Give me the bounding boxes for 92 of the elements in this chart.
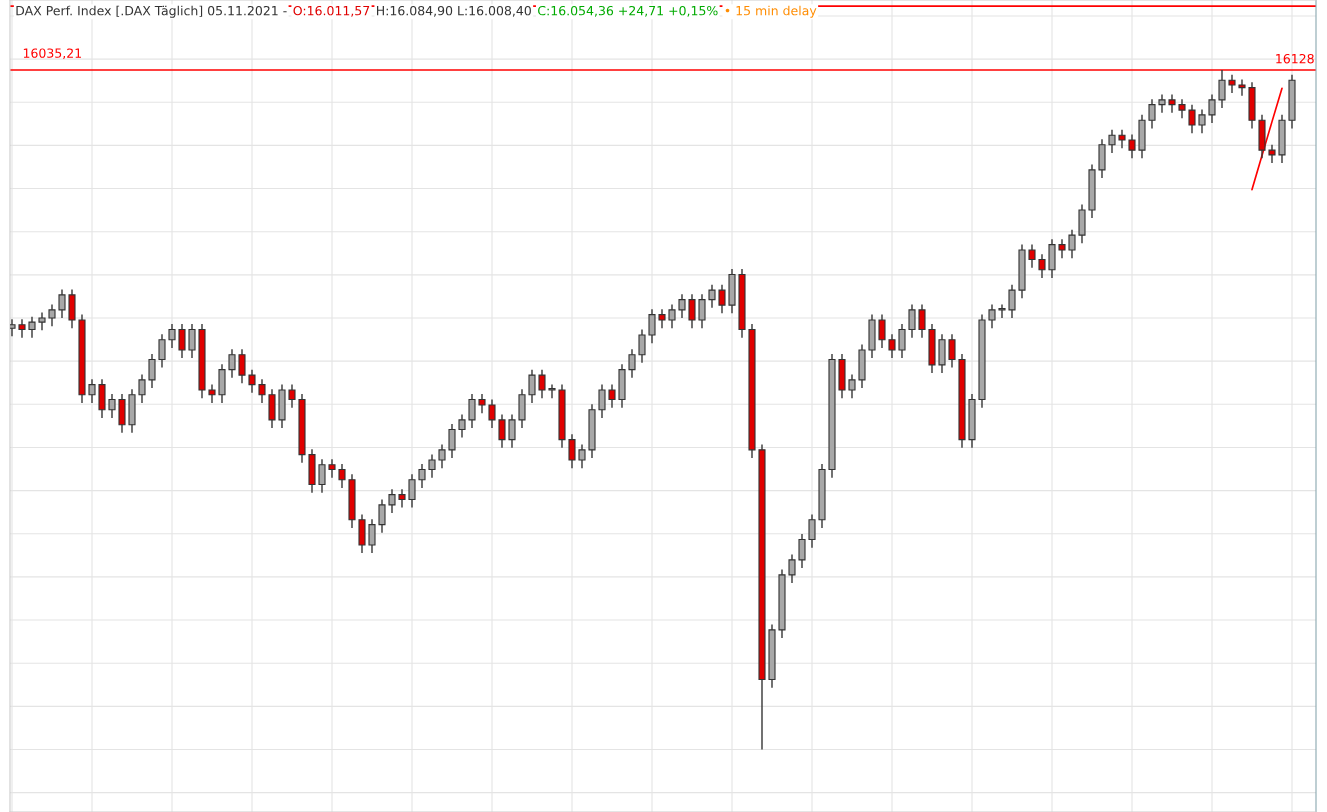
candlestick	[458, 413, 466, 439]
candlestick	[158, 333, 166, 369]
candlestick	[528, 368, 536, 404]
candlestick	[258, 378, 266, 404]
candlestick	[418, 463, 426, 489]
candlestick	[248, 368, 256, 394]
candlestick	[538, 368, 546, 399]
chart-title: DAX Perf. Index [.DAX Täglich] 05.11.2021 -	[16, 5, 287, 18]
candlestick	[848, 373, 856, 399]
candlestick	[1058, 238, 1066, 259]
candlestick	[18, 318, 26, 339]
candlestick	[548, 383, 556, 399]
candlestick	[388, 488, 396, 514]
candlestick	[148, 353, 156, 389]
candlestick	[1268, 144, 1276, 164]
candlestick	[1188, 103, 1196, 134]
candlestick	[108, 393, 116, 419]
candlestick	[1178, 98, 1186, 119]
text: O:16.011,57	[293, 5, 370, 17]
candlestick	[998, 303, 1006, 319]
candlestick	[628, 348, 636, 379]
candlestick	[678, 293, 686, 319]
candlestick	[1228, 74, 1236, 94]
candlestick	[1218, 69, 1226, 109]
candlestick	[1038, 253, 1046, 279]
text: • 15 min delay	[725, 5, 817, 18]
candlestick	[228, 348, 236, 379]
text: H:16.084,90 L:16.008,40	[377, 5, 531, 17]
candlestick	[708, 284, 716, 309]
candlestick	[238, 348, 246, 384]
candlestick	[1068, 228, 1076, 259]
candlestick	[1208, 93, 1216, 124]
candlestick	[608, 383, 616, 409]
candlestick	[498, 413, 506, 449]
candlestick	[718, 284, 726, 314]
annotation: 16035,21	[23, 48, 81, 60]
candlestick	[338, 463, 346, 489]
candlestick	[398, 488, 406, 509]
annotation: 16128	[1276, 53, 1314, 64]
candlestick	[1238, 78, 1246, 97]
candlestick	[698, 293, 706, 329]
candlestick	[908, 303, 916, 339]
candlestick	[368, 518, 376, 554]
candlestick	[578, 443, 586, 469]
candlestick	[1118, 129, 1126, 149]
candlestick	[168, 323, 176, 349]
candlestick	[798, 533, 806, 569]
candlestick	[188, 323, 196, 359]
candlestick	[1148, 98, 1156, 130]
candlestick	[648, 308, 656, 344]
candlestick	[988, 303, 996, 329]
candlestick	[638, 328, 646, 364]
candlestick	[478, 393, 486, 414]
candlestick	[1028, 243, 1036, 269]
candlestick	[508, 413, 516, 449]
candlestick	[438, 443, 446, 469]
candlestick	[488, 398, 496, 429]
candlestick	[918, 303, 926, 339]
candlestick	[208, 383, 216, 404]
candlestick	[378, 498, 386, 534]
candlestick	[1198, 108, 1206, 134]
candlestick	[878, 313, 886, 349]
candlestick	[448, 423, 456, 459]
candlestick	[688, 293, 696, 329]
candlestick	[658, 308, 666, 329]
candlestick	[948, 333, 956, 369]
candlestick	[1158, 93, 1166, 114]
candlestick	[598, 383, 606, 419]
candlestick	[48, 303, 56, 327]
candlestick	[318, 458, 326, 494]
candlestick	[898, 323, 906, 359]
candlestick	[428, 453, 436, 479]
candlestick	[328, 458, 336, 479]
text: C:16.054,36 +24,71 +0,15%	[538, 5, 718, 17]
candlestick	[28, 315, 36, 339]
candlestick	[888, 333, 896, 359]
candlestick	[408, 473, 416, 509]
candlestick	[288, 383, 296, 409]
candlestick	[178, 323, 186, 359]
candlestick	[138, 373, 146, 404]
candlestick	[1128, 133, 1136, 160]
candlestick	[788, 553, 796, 584]
candlestick	[1168, 93, 1176, 114]
candlestick	[808, 513, 816, 549]
candlestick	[58, 288, 66, 319]
candlestick	[88, 378, 96, 404]
candlestick	[568, 433, 576, 469]
candlestick	[1108, 129, 1116, 154]
candlestick	[468, 393, 476, 429]
candlestick	[10, 318, 16, 338]
candlestick	[668, 303, 676, 329]
candlestick	[1008, 284, 1016, 319]
